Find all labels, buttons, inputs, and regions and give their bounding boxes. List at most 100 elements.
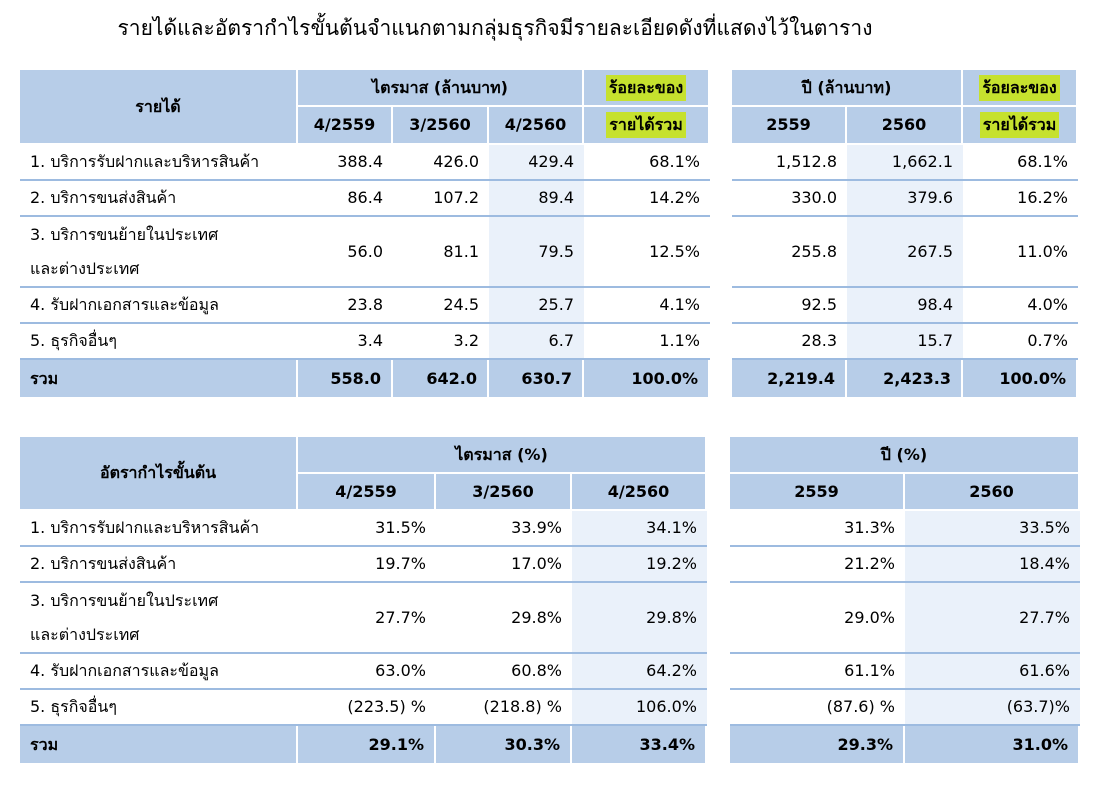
value-cell: 27.7%: [905, 583, 1080, 654]
value-cell: 24.5: [393, 288, 489, 324]
value-cell-text: 31.0%: [1012, 734, 1068, 754]
header-period-text: 4/2560: [504, 115, 567, 134]
header-group-text: ปี (%): [880, 444, 928, 464]
header-period: 2560: [847, 107, 963, 145]
value-cell: 429.4: [489, 145, 584, 181]
value-cell: 642.0: [393, 360, 489, 397]
value-cell-text: 92.5: [801, 295, 837, 314]
row-label: 5. ธุรกิจอื่นๆ: [20, 690, 298, 726]
row-label: 1. บริการรับฝากและบริหารสินค้า: [20, 511, 298, 547]
value-cell-text: 642.0: [426, 368, 477, 388]
value-cell-text: 34.1%: [646, 518, 697, 537]
header-period: 2559: [730, 474, 905, 511]
value-cell-text: 388.4: [337, 152, 383, 171]
value-cell-text: 29.3%: [837, 734, 893, 754]
value-cell-text: 79.5: [538, 241, 574, 261]
header-group: ปี (ล้านบาท): [732, 70, 963, 107]
share-cell: 0.7%: [963, 324, 1078, 360]
row-label: 1. บริการรับฝากและบริหารสินค้า: [20, 145, 298, 181]
value-cell: 15.7: [847, 324, 963, 360]
value-cell-text: 64.2%: [646, 661, 697, 680]
value-cell: 29.0%: [730, 583, 905, 654]
value-cell-text: 106.0%: [635, 697, 697, 716]
header-label: รายได้: [20, 70, 298, 145]
value-cell: 2,219.4: [732, 360, 847, 397]
value-cell-text: 27.7%: [1019, 607, 1070, 627]
row-label-text: 1. บริการรับฝากและบริหารสินค้า: [30, 518, 260, 537]
share-cell-text: 4.1%: [659, 295, 700, 314]
value-cell-text: 21.2%: [844, 554, 895, 573]
value-cell: 379.6: [847, 181, 963, 217]
total-label: รวม: [20, 726, 298, 763]
value-cell: 29.8%: [436, 583, 572, 654]
value-cell: 98.4: [847, 288, 963, 324]
value-cell: 19.7%: [298, 547, 436, 583]
value-cell: 86.4: [298, 181, 393, 217]
row-label: 3. บริการขนย้ายในประเทศ และต่างประเทศ: [20, 583, 298, 654]
value-cell: 33.9%: [436, 511, 572, 547]
value-cell: 426.0: [393, 145, 489, 181]
row-label: 2. บริการขนส่งสินค้า: [20, 547, 298, 583]
header-group: ไตรมาส (%): [298, 437, 707, 474]
row-label-text: 3. บริการขนย้ายในประเทศ: [30, 590, 219, 610]
share-cell: 100.0%: [584, 360, 710, 397]
header-period: 3/2560: [436, 474, 572, 511]
row-label-text: 2. บริการขนส่งสินค้า: [30, 188, 177, 207]
value-cell: 1,662.1: [847, 145, 963, 181]
value-cell-text: 19.7%: [375, 554, 426, 573]
value-cell: 23.8: [298, 288, 393, 324]
value-cell: 30.3%: [436, 726, 572, 763]
value-cell: 27.7%: [298, 583, 436, 654]
share-cell-text: 100.0%: [631, 368, 698, 388]
value-cell: (223.5) %: [298, 690, 436, 726]
value-cell-text: 18.4%: [1019, 554, 1070, 573]
value-cell-text: 429.4: [528, 152, 574, 171]
share-cell-text: 4.0%: [1027, 295, 1068, 314]
value-cell: 56.0: [298, 217, 393, 288]
value-cell-text: (223.5) %: [347, 697, 426, 716]
header-group-text: ปี (ล้านบาท): [801, 77, 892, 97]
value-cell: 3.4: [298, 324, 393, 360]
header-period-text: 2559: [766, 115, 811, 134]
value-cell: 25.7: [489, 288, 584, 324]
row-label: 5. ธุรกิจอื่นๆ: [20, 324, 298, 360]
share-cell: 1.1%: [584, 324, 710, 360]
value-cell-text: 15.7: [917, 331, 953, 350]
row-label-text: 3. บริการขนย้ายในประเทศ: [30, 224, 219, 244]
value-cell: 19.2%: [572, 547, 707, 583]
header-period-text: 4/2560: [607, 481, 670, 501]
value-cell: 3.2: [393, 324, 489, 360]
header-period-text: 3/2560: [409, 115, 471, 134]
value-cell: 89.4: [489, 181, 584, 217]
value-cell: 33.4%: [572, 726, 707, 763]
share-cell: 68.1%: [584, 145, 710, 181]
value-cell: 6.7: [489, 324, 584, 360]
header-group: ปี (%): [730, 437, 1080, 474]
value-cell-text: (87.6) %: [826, 697, 895, 716]
value-cell: 388.4: [298, 145, 393, 181]
value-cell-text: 29.1%: [368, 734, 424, 754]
value-cell-text: 31.3%: [844, 518, 895, 537]
value-cell: 630.7: [489, 360, 584, 397]
value-cell-text: 86.4: [347, 188, 383, 207]
header-share: ร้อยละของ: [584, 70, 710, 107]
value-cell: 106.0%: [572, 690, 707, 726]
value-cell-text: 56.0: [347, 241, 383, 261]
value-cell-text: 267.5: [907, 241, 953, 261]
value-cell-text: 30.3%: [504, 734, 560, 754]
header-period: 4/2560: [572, 474, 707, 511]
row-label: 2. บริการขนส่งสินค้า: [20, 181, 298, 217]
value-cell-text: 630.7: [521, 368, 572, 388]
value-cell-text: 33.9%: [511, 518, 562, 537]
share-cell: 11.0%: [963, 217, 1078, 288]
value-cell: 63.0%: [298, 654, 436, 690]
row-label: 4. รับฝากเอกสารและข้อมูล: [20, 288, 298, 324]
page-title: รายได้และอัตรากำไรขั้นต้นจำแนกตามกลุ่มธุ…: [117, 16, 873, 40]
value-cell-text: 330.0: [791, 188, 837, 207]
value-cell-text: 379.6: [907, 188, 953, 207]
row-label-text: 4. รับฝากเอกสารและข้อมูล: [30, 661, 219, 680]
total-label: รวม: [20, 360, 298, 397]
value-cell: 29.8%: [572, 583, 707, 654]
row-label-text: 1. บริการรับฝากและบริหารสินค้า: [30, 152, 260, 171]
value-cell-text: 33.4%: [639, 734, 695, 754]
